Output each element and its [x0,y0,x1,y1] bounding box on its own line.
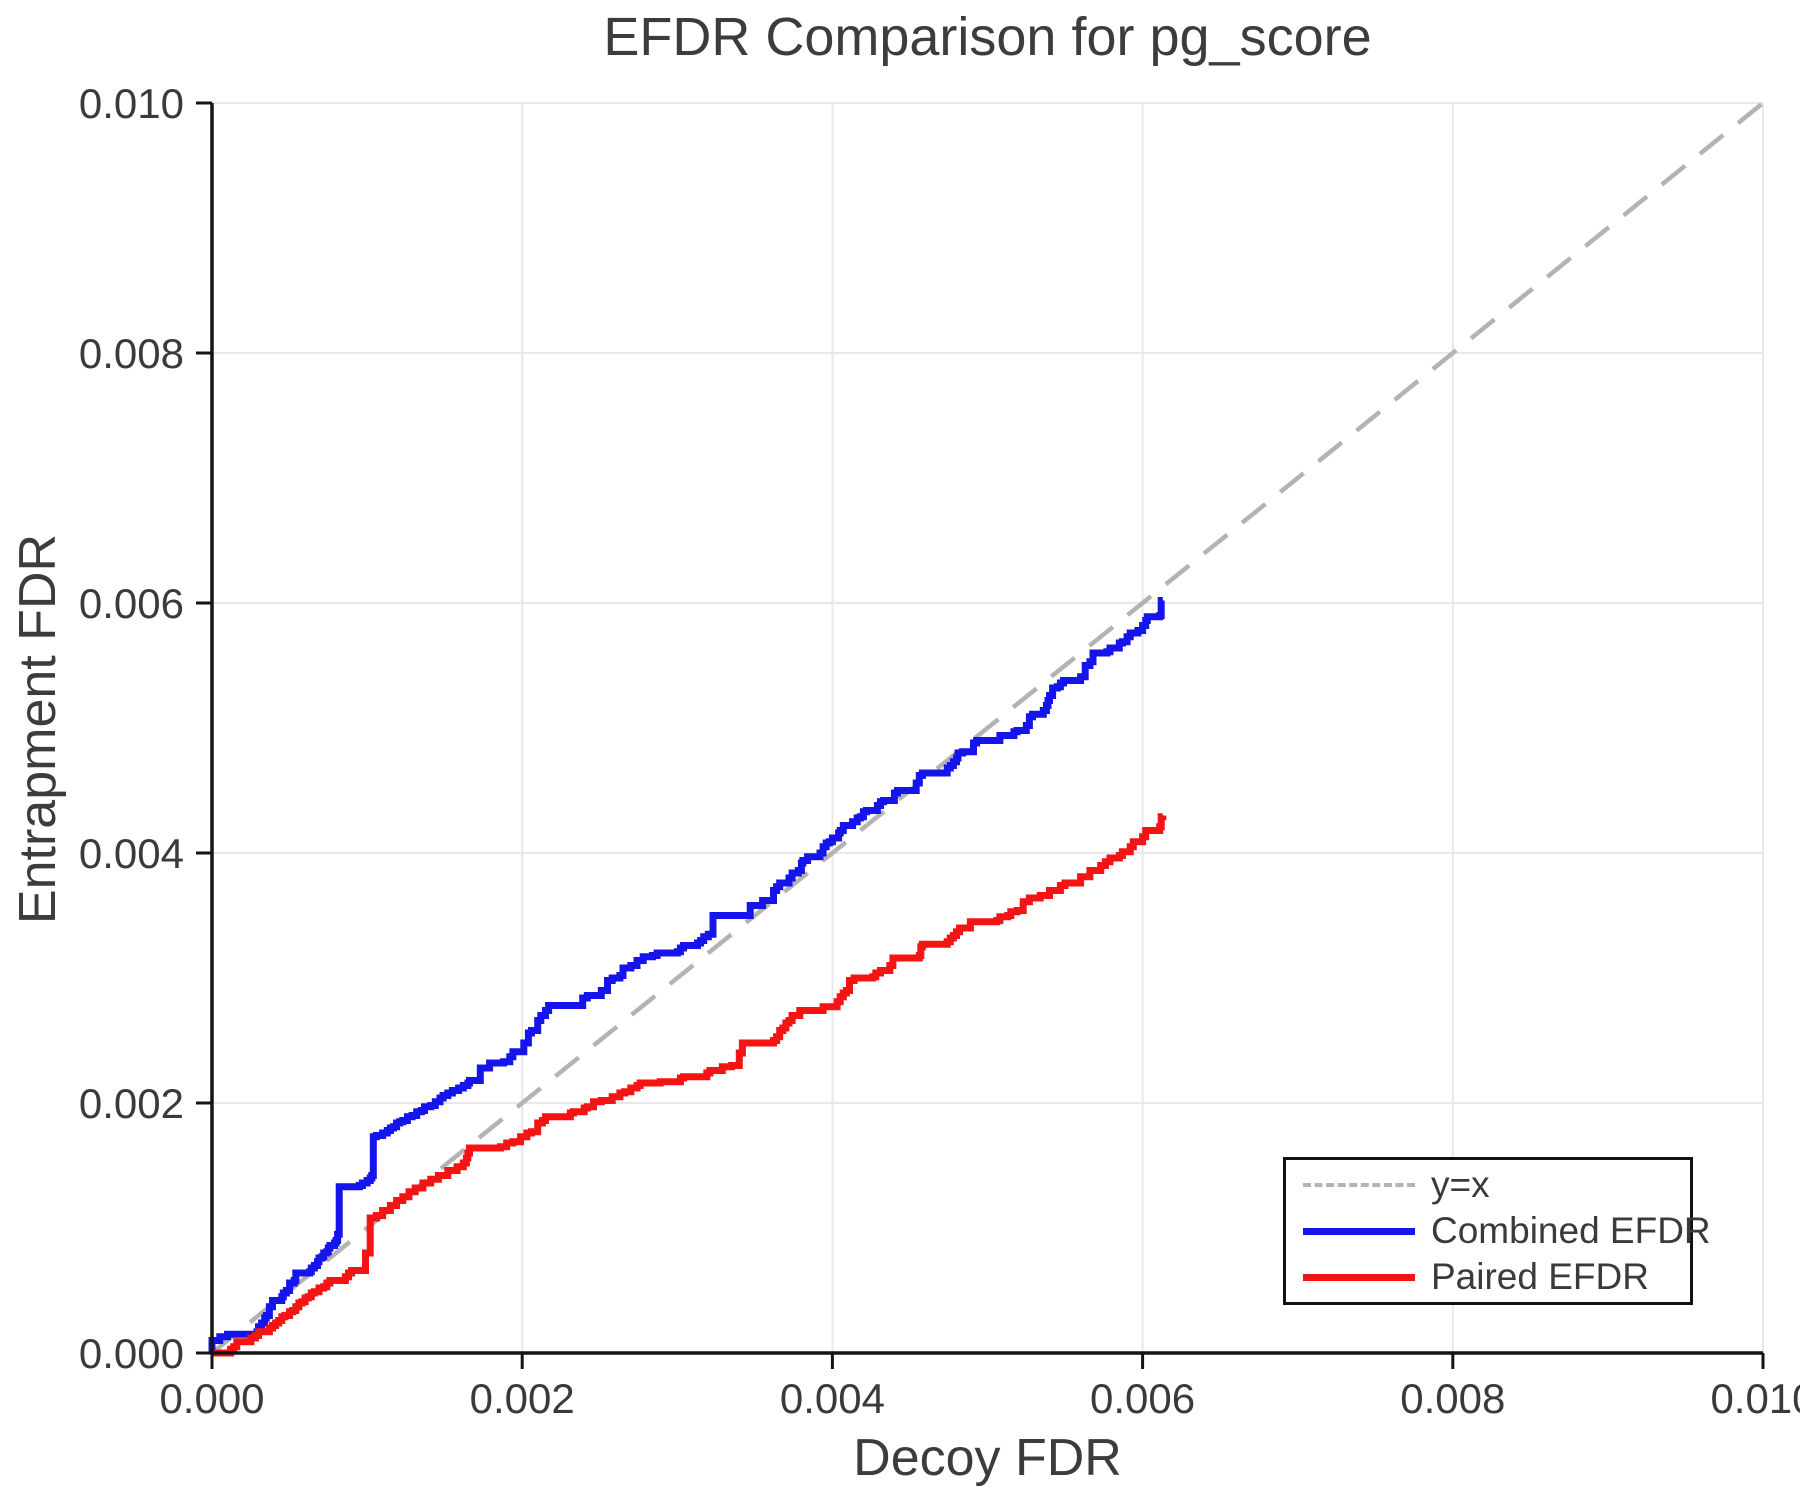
legend-entry-identity: y=x [1303,1164,1690,1206]
y-tick-label: 0.004 [79,830,184,877]
legend-box: y=x Combined EFDR Paired EFDR [1283,1157,1711,1305]
y-tick-label: 0.010 [79,80,184,127]
series-line-combined-efdr [208,597,1165,1353]
x-tick-label: 0.002 [470,1375,575,1422]
series-line-paired-efdr [212,813,1167,1357]
paired-efdr-line-sample [1303,1273,1415,1281]
y-axis-label: Entrapment FDR [9,533,67,925]
legend-entry-combined: Combined EFDR [1303,1210,1711,1252]
x-tick-label: 0.010 [1710,1375,1800,1422]
y-tick-label: 0.000 [79,1330,184,1377]
combined-efdr-line-sample [1303,1227,1415,1235]
legend-label-combined: Combined EFDR [1431,1210,1711,1251]
legend-entry-paired: Paired EFDR [1303,1256,1690,1298]
x-tick-label: 0.004 [780,1375,885,1422]
y-tick-label: 0.006 [79,580,184,627]
identity-line-sample [1303,1183,1415,1187]
legend-label-identity: y=x [1431,1164,1490,1205]
x-tick-label: 0.008 [1400,1375,1505,1422]
chart-title: EFDR Comparison for pg_score [603,7,1372,67]
legend-label-paired: Paired EFDR [1431,1256,1649,1297]
x-axis-label: Decoy FDR [853,1429,1122,1487]
x-tick-label: 0.006 [1090,1375,1195,1422]
x-tick-label: 0.000 [159,1375,264,1422]
y-tick-label: 0.002 [79,1080,184,1127]
y-tick-label: 0.008 [79,330,184,377]
series-line-y-x [210,101,1765,1355]
